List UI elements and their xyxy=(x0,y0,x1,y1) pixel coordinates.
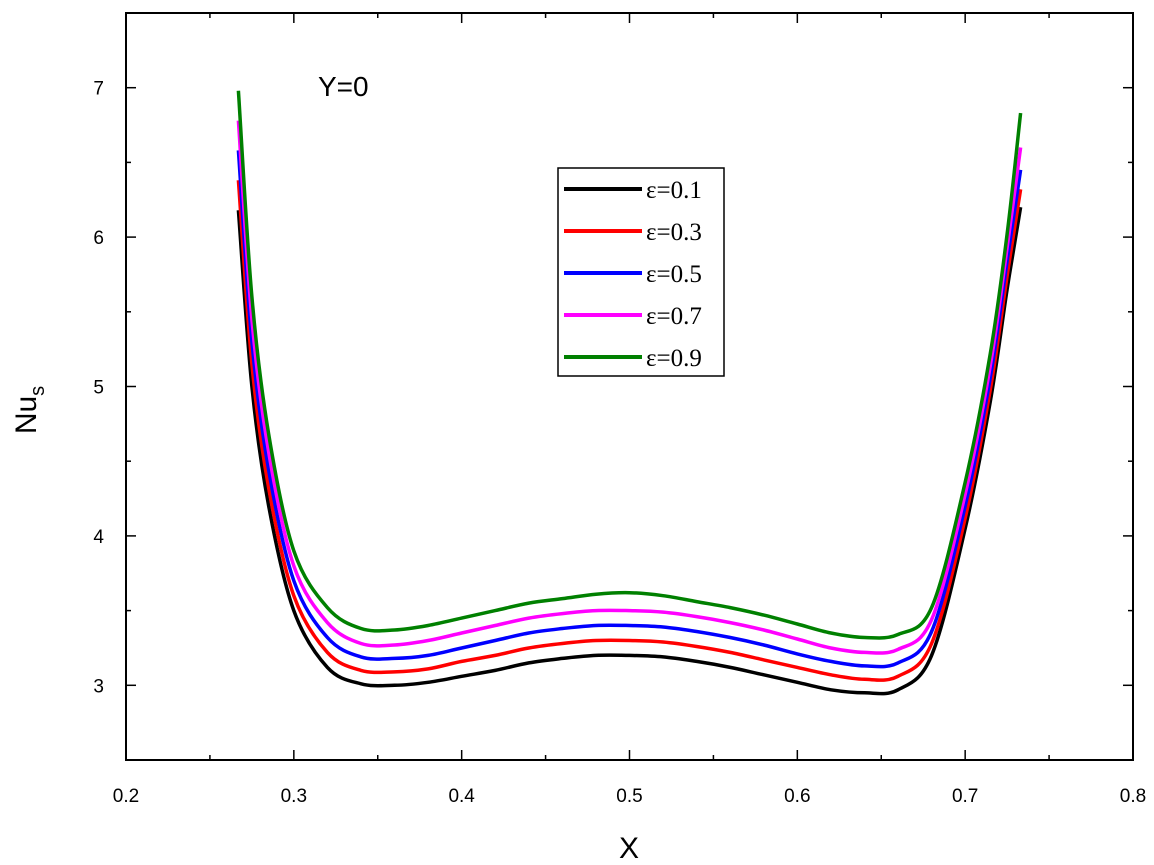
x-axis-title: X xyxy=(619,832,639,865)
legend-label-5: ε=0.9 xyxy=(646,345,702,372)
x-tick-label: 0.4 xyxy=(448,786,475,807)
series-lines xyxy=(236,90,1023,696)
series-line-1 xyxy=(236,206,1023,696)
x-tick-label: 0.6 xyxy=(784,786,810,807)
y-tick-label: 7 xyxy=(93,79,104,100)
x-tick-label: 0.3 xyxy=(281,786,307,807)
plot-frame xyxy=(125,12,1134,761)
legend-label-4: ε=0.7 xyxy=(646,303,702,330)
series-line-2 xyxy=(236,180,1023,682)
x-tick-label: 0.5 xyxy=(616,786,642,807)
tick-marks xyxy=(125,12,1134,761)
y-axis-title-main: Nu xyxy=(10,396,43,434)
legend: ε=0.1 ε=0.3 ε=0.5 ε=0.7 ε=0.9 xyxy=(557,167,725,377)
y-tick-label: 3 xyxy=(93,676,104,697)
annotation-y0: Y=0 xyxy=(318,71,369,102)
legend-items: ε=0.1 ε=0.3 ε=0.5 ε=0.7 ε=0.9 xyxy=(564,177,702,372)
x-tick-label: 0.2 xyxy=(113,786,139,807)
series-line-5 xyxy=(236,90,1023,640)
x-tick-label: 0.7 xyxy=(952,786,978,807)
tick-labels: 0.2 0.3 0.4 0.5 0.6 0.7 0.8 3 4 5 6 7 xyxy=(93,79,1146,807)
legend-label-2: ε=0.3 xyxy=(646,219,702,246)
y-axis-title: Nus xyxy=(10,386,49,434)
legend-label-1: ε=0.1 xyxy=(646,177,702,204)
series-line-3 xyxy=(236,150,1023,669)
y-tick-label: 6 xyxy=(93,228,104,249)
y-tick-label: 4 xyxy=(93,527,104,548)
y-tick-label: 5 xyxy=(93,378,104,399)
legend-label-3: ε=0.5 xyxy=(646,261,702,288)
series-line-4 xyxy=(236,120,1023,655)
x-tick-label: 0.8 xyxy=(1120,786,1146,807)
y-axis-title-subscript: s xyxy=(27,386,49,396)
